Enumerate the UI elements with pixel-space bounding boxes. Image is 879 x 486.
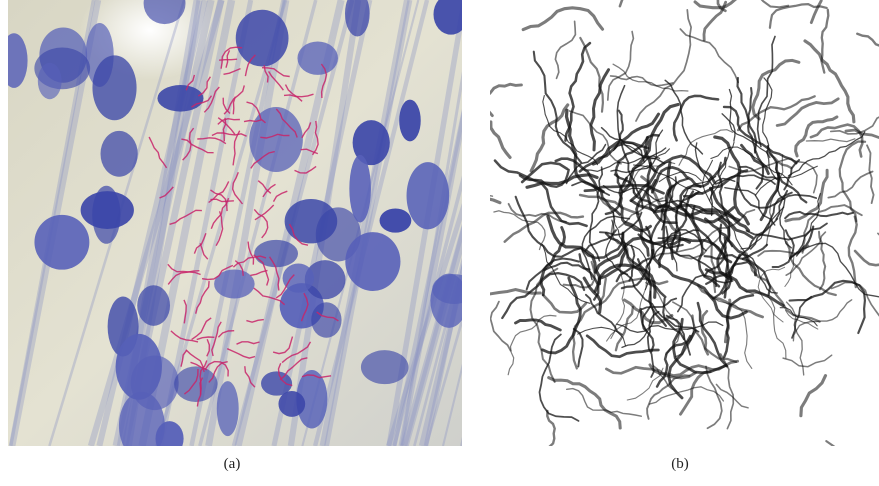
stained-cell bbox=[285, 199, 338, 243]
stained-cell bbox=[380, 208, 412, 232]
stained-cell bbox=[38, 63, 62, 99]
stained-cell bbox=[349, 155, 371, 223]
stained-cell bbox=[345, 232, 400, 291]
figure: (a) (b) bbox=[0, 0, 879, 486]
panel-label: (b) bbox=[671, 456, 689, 472]
stained-cell bbox=[432, 274, 476, 304]
stained-cell bbox=[101, 131, 138, 177]
stained-cell bbox=[34, 215, 89, 270]
stained-cell bbox=[0, 33, 27, 88]
stained-cell bbox=[157, 85, 203, 112]
micrograph-b bbox=[424, 0, 879, 474]
stained-cell bbox=[283, 264, 314, 293]
panel-label: (a) bbox=[224, 456, 241, 472]
stained-cell bbox=[92, 55, 136, 120]
stained-cell bbox=[92, 186, 120, 244]
stained-cell bbox=[297, 41, 338, 74]
stained-cell bbox=[361, 350, 409, 384]
stained-cell bbox=[137, 285, 170, 326]
stained-cell bbox=[217, 381, 239, 436]
stained-cell bbox=[174, 366, 217, 402]
stained-cell bbox=[407, 162, 450, 229]
figure-canvas: (a) (b) bbox=[0, 0, 879, 486]
stained-cell bbox=[236, 10, 289, 67]
stained-cell bbox=[399, 100, 421, 142]
stained-cell bbox=[249, 107, 303, 172]
stained-cell bbox=[254, 240, 298, 267]
stained-cell bbox=[278, 391, 305, 417]
stained-cell bbox=[131, 355, 179, 410]
filament bbox=[461, 80, 493, 115]
